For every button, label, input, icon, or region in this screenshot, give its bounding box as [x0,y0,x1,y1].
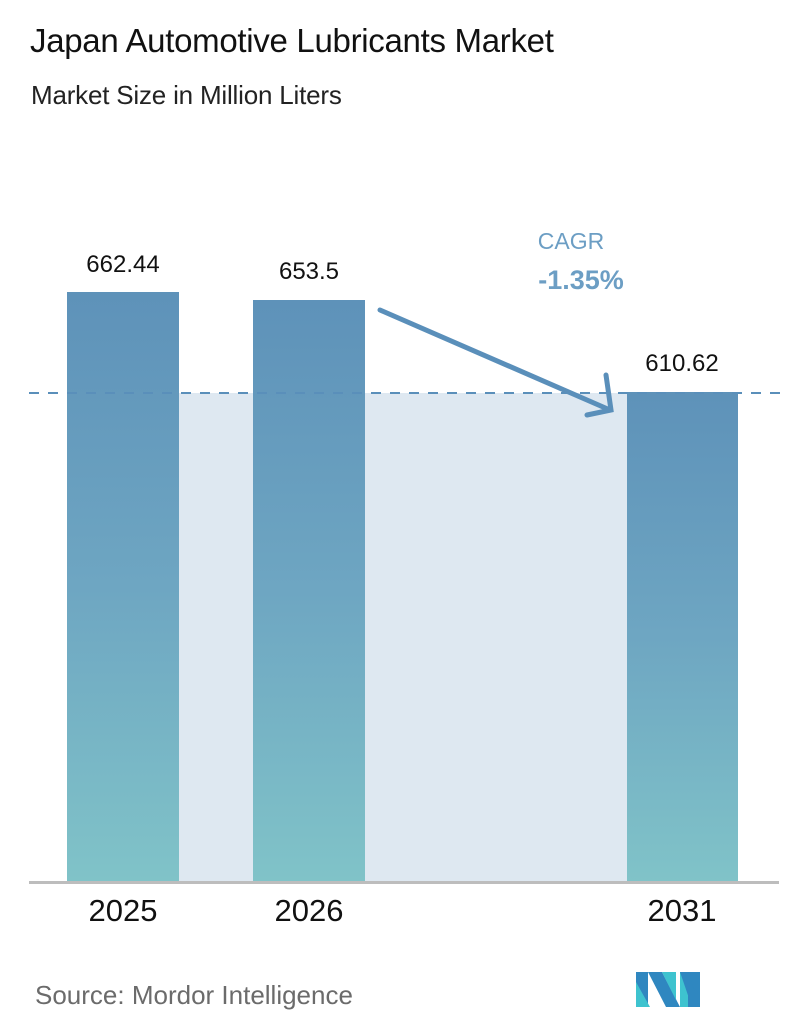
bar-2031 [627,392,738,881]
value-label-2031: 610.62 [645,350,719,377]
cagr-value: -1.35% [538,265,624,295]
bar-2025 [67,292,179,881]
cagr-label: CAGR [537,228,605,254]
mordor-intelligence-logo-icon [636,972,700,1007]
x-axis-line [29,881,779,884]
bar-2026 [253,300,365,881]
x-tick-2031: 2031 [647,893,717,928]
value-label-2026: 653.5 [278,258,340,285]
x-tick-2025: 2025 [88,893,158,928]
x-tick-2026: 2026 [274,893,344,928]
chart-subtitle: Market Size in Million Liters [31,80,342,110]
value-label-2025: 662.44 [86,251,160,278]
trend-arrow-icon [377,307,614,418]
source-note: Source: Mordor Intelligence [35,980,353,1010]
chart-title: Japan Automotive Lubricants Market [30,22,554,59]
